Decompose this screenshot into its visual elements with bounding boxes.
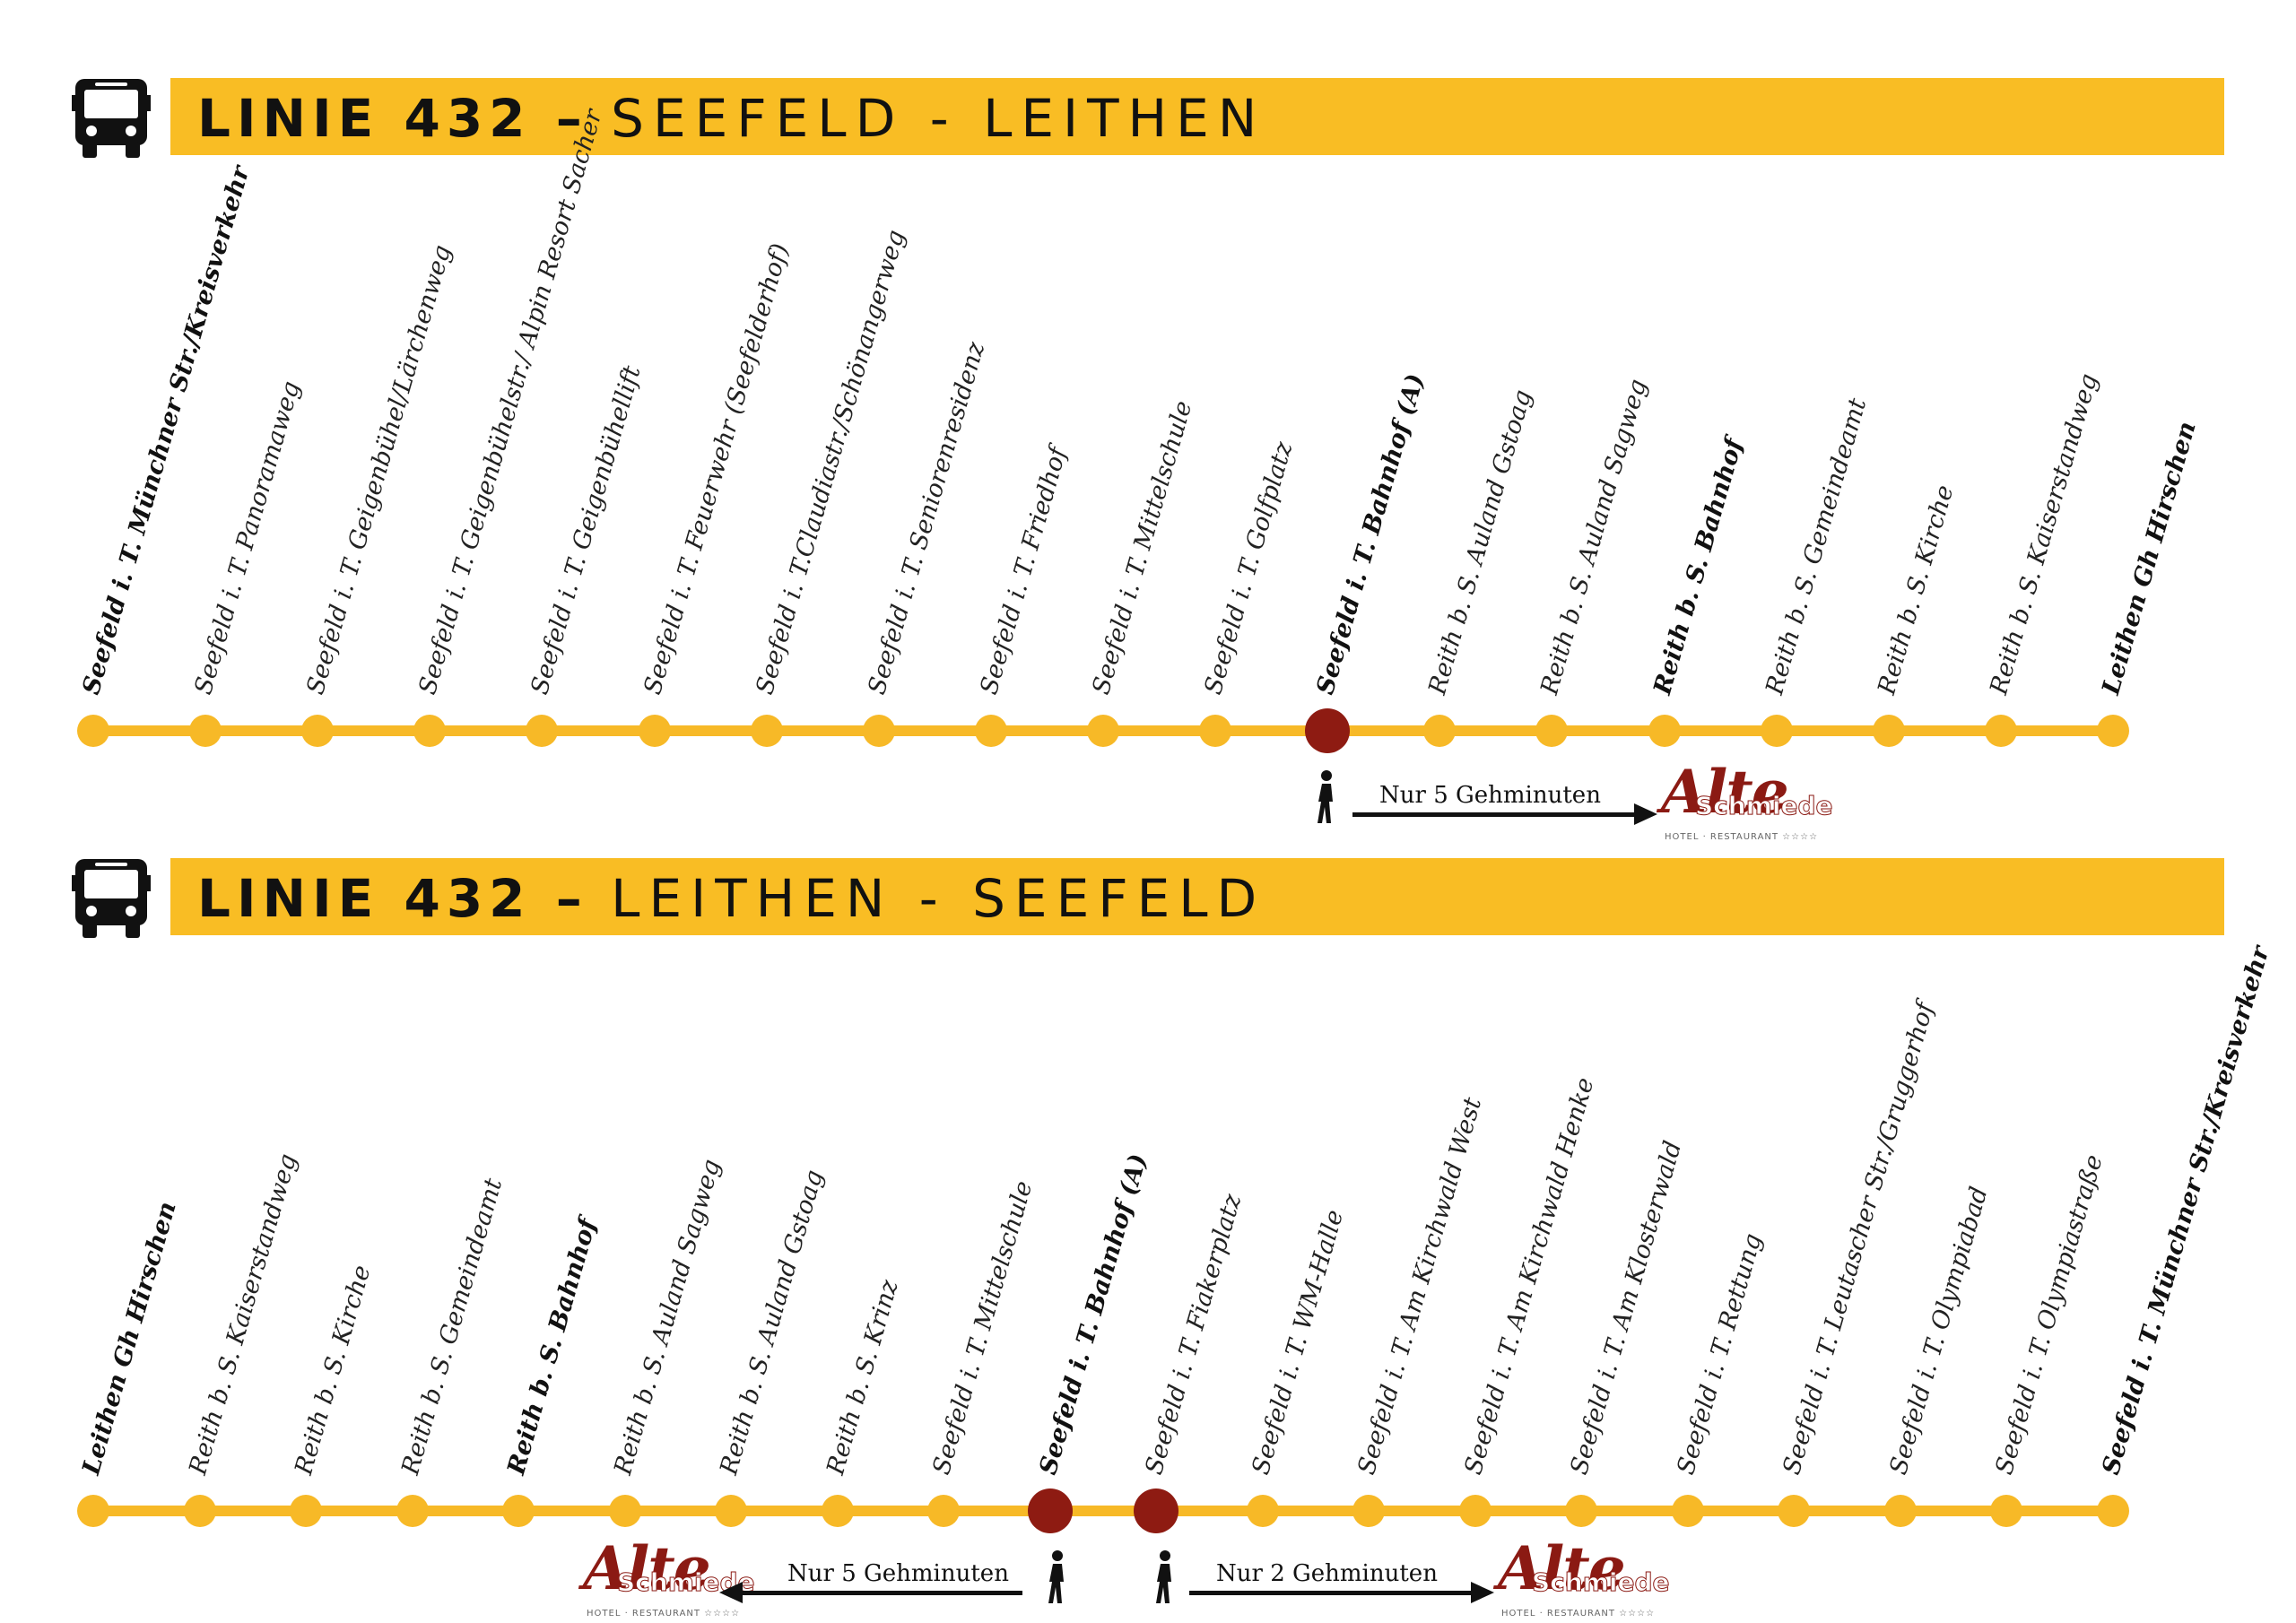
stop-name: Reith b. S. Auland Gstoag [1423,386,1538,698]
pedestrian-icon [1156,1550,1171,1603]
transfer-stop-marker [1134,1488,1179,1533]
stop-marker [1565,1495,1598,1527]
stop-name: Seefeld i. T. Geigenbühellift [526,362,648,698]
stop-name: Seefeld i. T. Geigenbühelstr./ Alpin Res… [413,106,608,698]
stop-marker [396,1495,429,1527]
stop-marker [1760,715,1793,747]
stop-marker [1352,1495,1386,1527]
stop-name: Seefeld i. T. Bahnhof (A) [1311,370,1431,698]
stop-name: Reith b. S. Auland Sagweg [1535,376,1653,698]
stop-name: Seefeld i. T. WM-Halle [1246,1206,1349,1478]
stop-marker [1246,1495,1279,1527]
stop-name: Leithen Gh Hirschen [77,1198,182,1478]
stop-name: Seefeld i. T. Panoramaweg [189,378,306,698]
line-number: LINIE 432 – [197,868,588,929]
transfer-stop-marker [1305,708,1351,753]
route-name: LEITHEN - SEEFELD [611,868,1266,929]
stop-marker [1883,1495,1917,1527]
stop-marker [821,1495,854,1527]
stop-name: Reith b. S. Auland Sagweg [608,1156,726,1478]
stop-marker [526,715,559,747]
transfer-stop-marker [1027,1488,1073,1533]
stop-name: Seefeld i. T. Am Klosterwald [1565,1137,1688,1478]
pedestrian-icon [1048,1550,1064,1603]
stop-marker [77,715,109,747]
stop-name: Reith b. S. Auland Gstoag [715,1167,830,1478]
stop-marker [502,1495,535,1527]
route-title: LINIE 432 – LEITHEN - SEEFELD [197,858,1265,935]
stop-marker [1423,715,1457,747]
stop-marker [974,715,1007,747]
stop-name: Seefeld i. T. Olympiabad [1884,1184,1994,1478]
route-name: SEEFELD - LEITHEN [611,88,1266,149]
stop-name: Seefeld i. T. Mittelschule [1087,397,1198,698]
stop-marker [862,715,895,747]
bus-icon [72,79,151,158]
stop-name: Seefeld i. T. Bahnhof (A) [1033,1150,1152,1478]
stop-name: Reith b. S. Kaiserstandweg [1985,370,2103,698]
stop-name: Reith b. S. Bahnhof [1648,435,1748,698]
stop-marker [301,715,335,747]
stop-name: Leithen Gh Hirschen [2097,418,2202,698]
stop-name: Seefeld i. T. Olympiastraße [1990,1151,2109,1478]
stop-name: Seefeld i. T. Am Kirchwald West [1352,1094,1488,1478]
stop-name: Seefeld i. T. Golfplatz [1199,438,1299,698]
stop-marker [608,1495,641,1527]
stop-marker [1671,1495,1704,1527]
stop-marker [1984,715,2017,747]
route-header: LINIE 432 – SEEFELD - LEITHEN [170,78,2224,155]
stop-marker [1778,1495,1811,1527]
stop-marker [1535,715,1569,747]
alte-schmiede-logo: Alte Schmiede HOTEL · RESTAURANT ☆☆☆☆ [1498,1533,1670,1619]
stop-marker [1199,715,1232,747]
stop-marker [1458,1495,1492,1527]
stop-marker [2097,715,2129,747]
stop-name: Reith b. S. Bahnhof [502,1215,603,1478]
stop-name: Seefeld i. T. Seniorenresidenz [862,339,991,698]
stop-name: Reith b. S. Krinz [821,1276,904,1478]
stop-marker [1872,715,1905,747]
stop-marker [2097,1495,2129,1527]
walk-time-text: Nur 2 Gehminuten [1216,1560,1438,1587]
line-number: LINIE 432 – [197,88,588,149]
stop-name: Seefeld i. T. Münchner Str./Kreisverkehr [2097,942,2275,1478]
stop-marker [715,1495,748,1527]
arrow-right-icon [1189,1582,1494,1603]
stop-name: Reith b. S. Kirche [290,1262,377,1478]
stop-name: Reith b. S. Gemeindeamt [396,1175,508,1478]
alte-schmiede-logo: Alte Schmiede HOTEL · RESTAURANT ☆☆☆☆ [1661,757,1833,842]
stop-name: Reith b. S. Kaiserstandweg [183,1150,302,1478]
stop-name: Seefeld i. T. Rettung [1672,1230,1768,1478]
stop-marker [1990,1495,2023,1527]
stop-name: Seefeld i. T. Am Kirchwald Henke [1459,1074,1600,1478]
stop-marker [183,1495,216,1527]
bus-icon [72,859,151,938]
walk-time-text: Nur 5 Gehminuten [787,1560,1009,1587]
alte-schmiede-logo: Alte Schmiede HOTEL · RESTAURANT ☆☆☆☆ [583,1533,755,1619]
stop-name: Reith b. S. Kirche [1872,482,1960,698]
stop-marker [1087,715,1119,747]
stop-marker [750,715,783,747]
stop-marker [189,715,222,747]
walk-time-text: Nur 5 Gehminuten [1379,782,1601,809]
stop-marker [413,715,447,747]
stop-name: Reith b. S. Gemeindeamt [1760,395,1872,698]
stop-marker [77,1495,109,1527]
stop-marker [927,1495,961,1527]
stop-marker [638,715,671,747]
stop-name: Seefeld i. T. Fiakerplatz [1140,1191,1248,1478]
arrow-left-icon [719,1582,1022,1603]
route-line [93,1506,2113,1516]
route-title: LINIE 432 – SEEFELD - LEITHEN [197,78,1265,155]
stop-marker [290,1495,323,1527]
arrow-right-icon [1352,803,1657,825]
stop-name: Seefeld i. T. Mittelschule [927,1177,1039,1478]
route-header: LINIE 432 – LEITHEN - SEEFELD [170,858,2224,935]
stop-name: Seefeld i. T. Friedhof [975,444,1073,698]
pedestrian-icon [1318,770,1333,823]
stop-marker [1648,715,1681,747]
